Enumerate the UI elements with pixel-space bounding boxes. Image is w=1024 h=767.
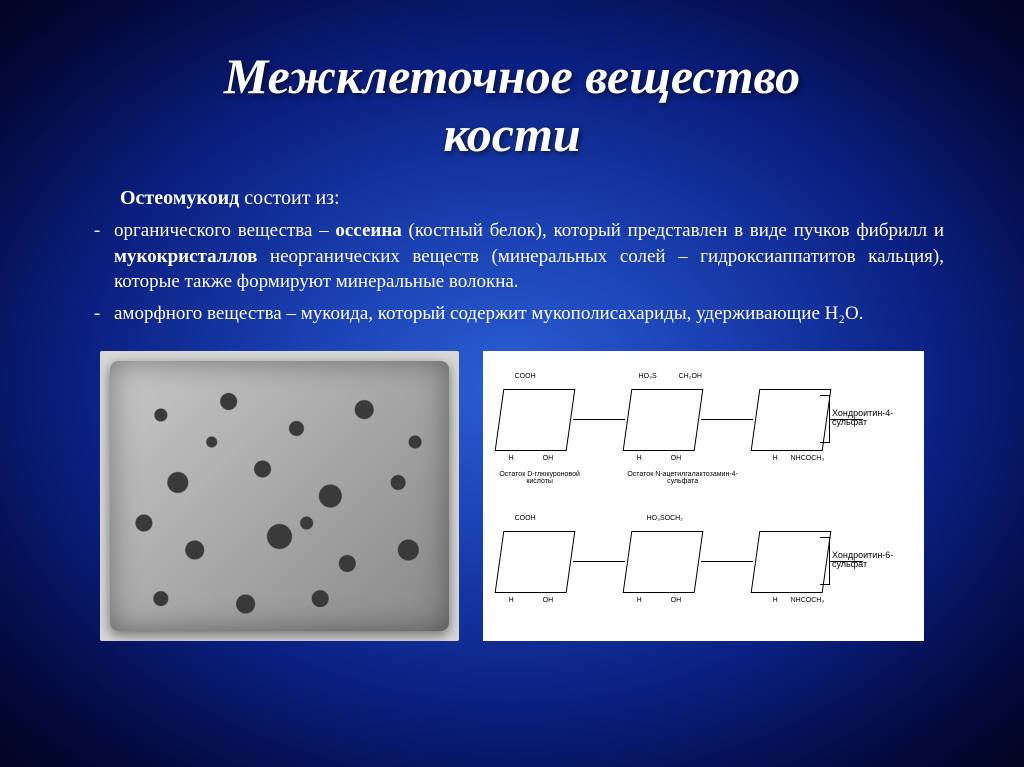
compound-name: Хондроитин-4-сульфат bbox=[832, 409, 910, 429]
bullet-list: - органического вещества – оссеина (кост… bbox=[80, 218, 944, 327]
glycosidic-bond bbox=[573, 561, 625, 562]
intro-term: Остеомукоид bbox=[120, 187, 239, 209]
chem-atom-label: OH bbox=[671, 455, 682, 463]
glycosidic-bond bbox=[701, 561, 753, 562]
bullet-text: органического вещества – оссеина (костны… bbox=[114, 218, 944, 295]
chemical-structure-diagram: COOH HO₃S CH₂OH H OH H OH H NHCOCH₃ Оста… bbox=[483, 351, 924, 641]
bone-sem-image bbox=[100, 351, 459, 641]
intro-line: Остеомукоид состоит из: bbox=[120, 187, 944, 210]
pyranose-ring bbox=[750, 389, 831, 451]
slide: Межклеточное вещество кости Остеомукоид … bbox=[0, 0, 1024, 767]
chem-atom-label: OH bbox=[543, 455, 554, 463]
chem-group-label: COOH bbox=[515, 373, 536, 381]
chem-atom-label: H bbox=[637, 597, 642, 605]
title-line-1: Межклеточное вещество bbox=[224, 48, 800, 104]
chem-block-bottom: COOH HO₃SOCH₂ H OH H OH H NHCOCH₃ Хондро… bbox=[495, 503, 912, 631]
bullet-text: аморфного вещества – мукоида, который со… bbox=[114, 301, 944, 327]
bullet-item: - органического вещества – оссеина (кост… bbox=[80, 218, 944, 295]
chem-atom-label: H bbox=[509, 597, 514, 605]
title-line-2: кости bbox=[443, 106, 580, 162]
glycosidic-bond bbox=[573, 419, 625, 420]
chem-atom-label: H bbox=[509, 455, 514, 463]
glycosidic-bond bbox=[701, 419, 753, 420]
pyranose-ring bbox=[622, 531, 703, 593]
pyranose-ring bbox=[750, 531, 831, 593]
ring-caption: Остаток N-ацетилгалактозамин-4-сульфата bbox=[623, 471, 743, 486]
chem-atom-label: H bbox=[637, 455, 642, 463]
chem-atom-label: NHCOCH₃ bbox=[791, 597, 825, 605]
chem-atom-label: OH bbox=[543, 597, 554, 605]
compound-name: Хондроитин-6-сульфат bbox=[832, 551, 910, 571]
chem-atom-label: H bbox=[773, 597, 778, 605]
bone-cube bbox=[110, 361, 449, 631]
pyranose-ring bbox=[494, 531, 575, 593]
chem-group-label: COOH bbox=[515, 515, 536, 523]
ring-caption: Остаток D-глюкуроновой кислоты bbox=[495, 471, 585, 486]
chem-atom-label: NHCOCH₃ bbox=[791, 455, 825, 463]
intro-rest: состоит из: bbox=[239, 187, 339, 209]
chem-group-label: HO₃SOCH₂ bbox=[647, 515, 683, 523]
pyranose-ring bbox=[622, 389, 703, 451]
chem-block-top: COOH HO₃S CH₂OH H OH H OH H NHCOCH₃ Оста… bbox=[495, 361, 912, 489]
slide-title: Межклеточное вещество кости bbox=[50, 48, 974, 163]
slide-body: Остеомукоид состоит из: - органического … bbox=[50, 187, 974, 641]
brace-icon bbox=[820, 537, 830, 585]
brace-icon bbox=[820, 395, 830, 443]
chem-atom-label: OH bbox=[671, 597, 682, 605]
bullet-item: - аморфного вещества – мукоида, который … bbox=[80, 301, 944, 327]
image-row: COOH HO₃S CH₂OH H OH H OH H NHCOCH₃ Оста… bbox=[80, 351, 944, 641]
chem-atom-label: H bbox=[773, 455, 778, 463]
bullet-dash: - bbox=[80, 218, 114, 295]
chem-group-label: HO₃S bbox=[639, 373, 657, 381]
bullet-dash: - bbox=[80, 301, 114, 327]
chem-group-label: CH₂OH bbox=[679, 373, 702, 381]
pyranose-ring bbox=[494, 389, 575, 451]
